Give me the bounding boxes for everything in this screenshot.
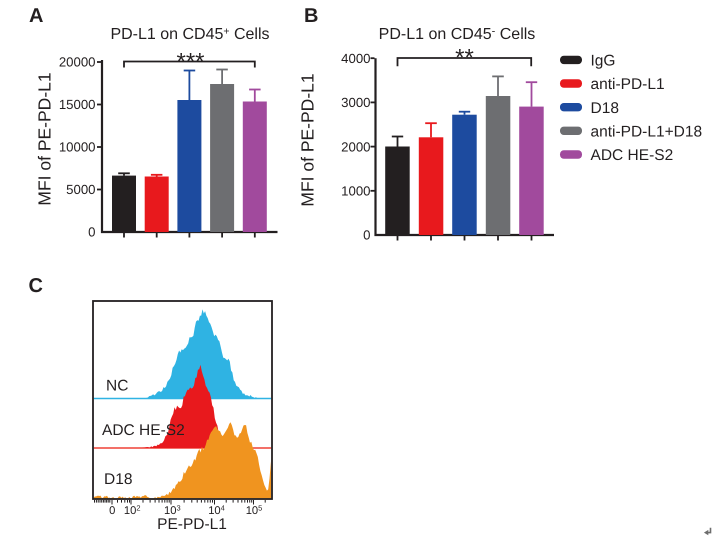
svg-text:C: C bbox=[29, 275, 43, 297]
svg-text:PD-L1 on CD45+ Cells: PD-L1 on CD45+ Cells bbox=[110, 26, 269, 44]
svg-text:1000: 1000 bbox=[341, 184, 370, 199]
svg-text:3000: 3000 bbox=[341, 95, 370, 110]
svg-text:20000: 20000 bbox=[59, 55, 96, 70]
svg-text:0: 0 bbox=[109, 505, 115, 517]
svg-text:4000: 4000 bbox=[341, 51, 370, 66]
svg-text:anti-PD-L1: anti-PD-L1 bbox=[591, 76, 665, 93]
svg-text:ADC HE-S2: ADC HE-S2 bbox=[591, 147, 674, 164]
svg-text:5000: 5000 bbox=[66, 182, 95, 197]
svg-text:15000: 15000 bbox=[59, 97, 96, 112]
svg-text:2000: 2000 bbox=[341, 139, 370, 154]
svg-text:IgG: IgG bbox=[591, 53, 616, 70]
svg-text:A: A bbox=[29, 5, 43, 27]
svg-text:***: *** bbox=[176, 49, 204, 76]
svg-text:anti-PD-L1+D18: anti-PD-L1+D18 bbox=[591, 124, 703, 141]
svg-text:PE-PD-L1: PE-PD-L1 bbox=[157, 516, 227, 533]
svg-text:10000: 10000 bbox=[59, 140, 96, 155]
svg-text:0: 0 bbox=[363, 228, 370, 243]
svg-text:D18: D18 bbox=[104, 471, 132, 488]
svg-text:0: 0 bbox=[88, 225, 95, 240]
svg-text:ADC HE-S2: ADC HE-S2 bbox=[102, 422, 185, 439]
svg-text:PD-L1 on CD45- Cells: PD-L1 on CD45- Cells bbox=[379, 26, 536, 44]
svg-text:B: B bbox=[304, 5, 318, 27]
svg-text:D18: D18 bbox=[591, 100, 619, 117]
svg-text:MFI of PE-PD-L1: MFI of PE-PD-L1 bbox=[35, 72, 55, 205]
svg-text:NC: NC bbox=[106, 378, 128, 395]
svg-text:MFI of PE-PD-L1: MFI of PE-PD-L1 bbox=[298, 73, 318, 206]
svg-text:**: ** bbox=[455, 45, 474, 72]
